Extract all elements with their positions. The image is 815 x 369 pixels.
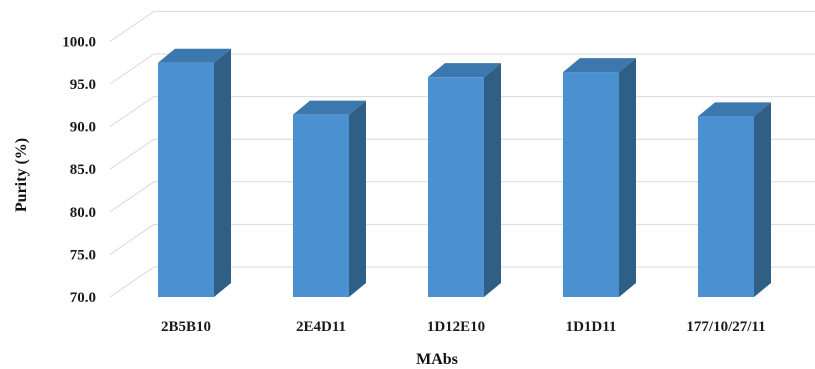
bar-top [158,48,231,63]
y-tick-label: 100.0 [62,34,96,50]
y-tick-label: 85.0 [70,162,96,178]
gridline [109,10,815,42]
bar-side [619,58,636,298]
bar [293,100,366,297]
x-tick-label: 177/10/27/11 [686,319,765,335]
gridline [109,53,815,85]
y-axis-title: Purity (%) [13,138,30,212]
bar-side [214,48,231,298]
bar-side [349,100,366,297]
bar [698,102,771,297]
bar-top [698,102,771,117]
grid-lines [109,10,815,298]
y-tick-label: 75.0 [70,247,96,263]
x-tick-label: 2E4D11 [296,319,346,335]
bar-side [754,102,771,297]
x-tick-label: 1D1D11 [566,319,617,335]
bar-front [293,114,349,297]
bars [158,48,771,298]
bar-top [293,100,366,115]
bar-top [563,58,636,73]
bar-front [428,77,484,298]
bar-front [563,72,619,298]
bar [158,48,231,298]
x-axis-tick-labels: 2B5B10 2E4D11 1D12E10 1D1D11 177/10/27/11 [161,319,766,335]
y-axis-tick-labels: 70.0 75.0 80.0 85.0 90.0 95.0 100.0 [62,34,96,306]
y-tick-label: 90.0 [70,120,96,136]
bar-front [698,116,754,297]
bar-front [158,62,214,298]
y-tick-label: 80.0 [70,205,96,221]
x-axis-title: MAbs [416,351,458,368]
bar-side [484,63,501,298]
x-tick-label: 2B5B10 [161,319,211,335]
bar [428,63,501,298]
y-tick-label: 70.0 [70,290,96,306]
x-tick-label: 1D12E10 [427,319,485,335]
y-tick-label: 95.0 [70,77,96,93]
bar-top [428,63,501,78]
bar [563,58,636,298]
